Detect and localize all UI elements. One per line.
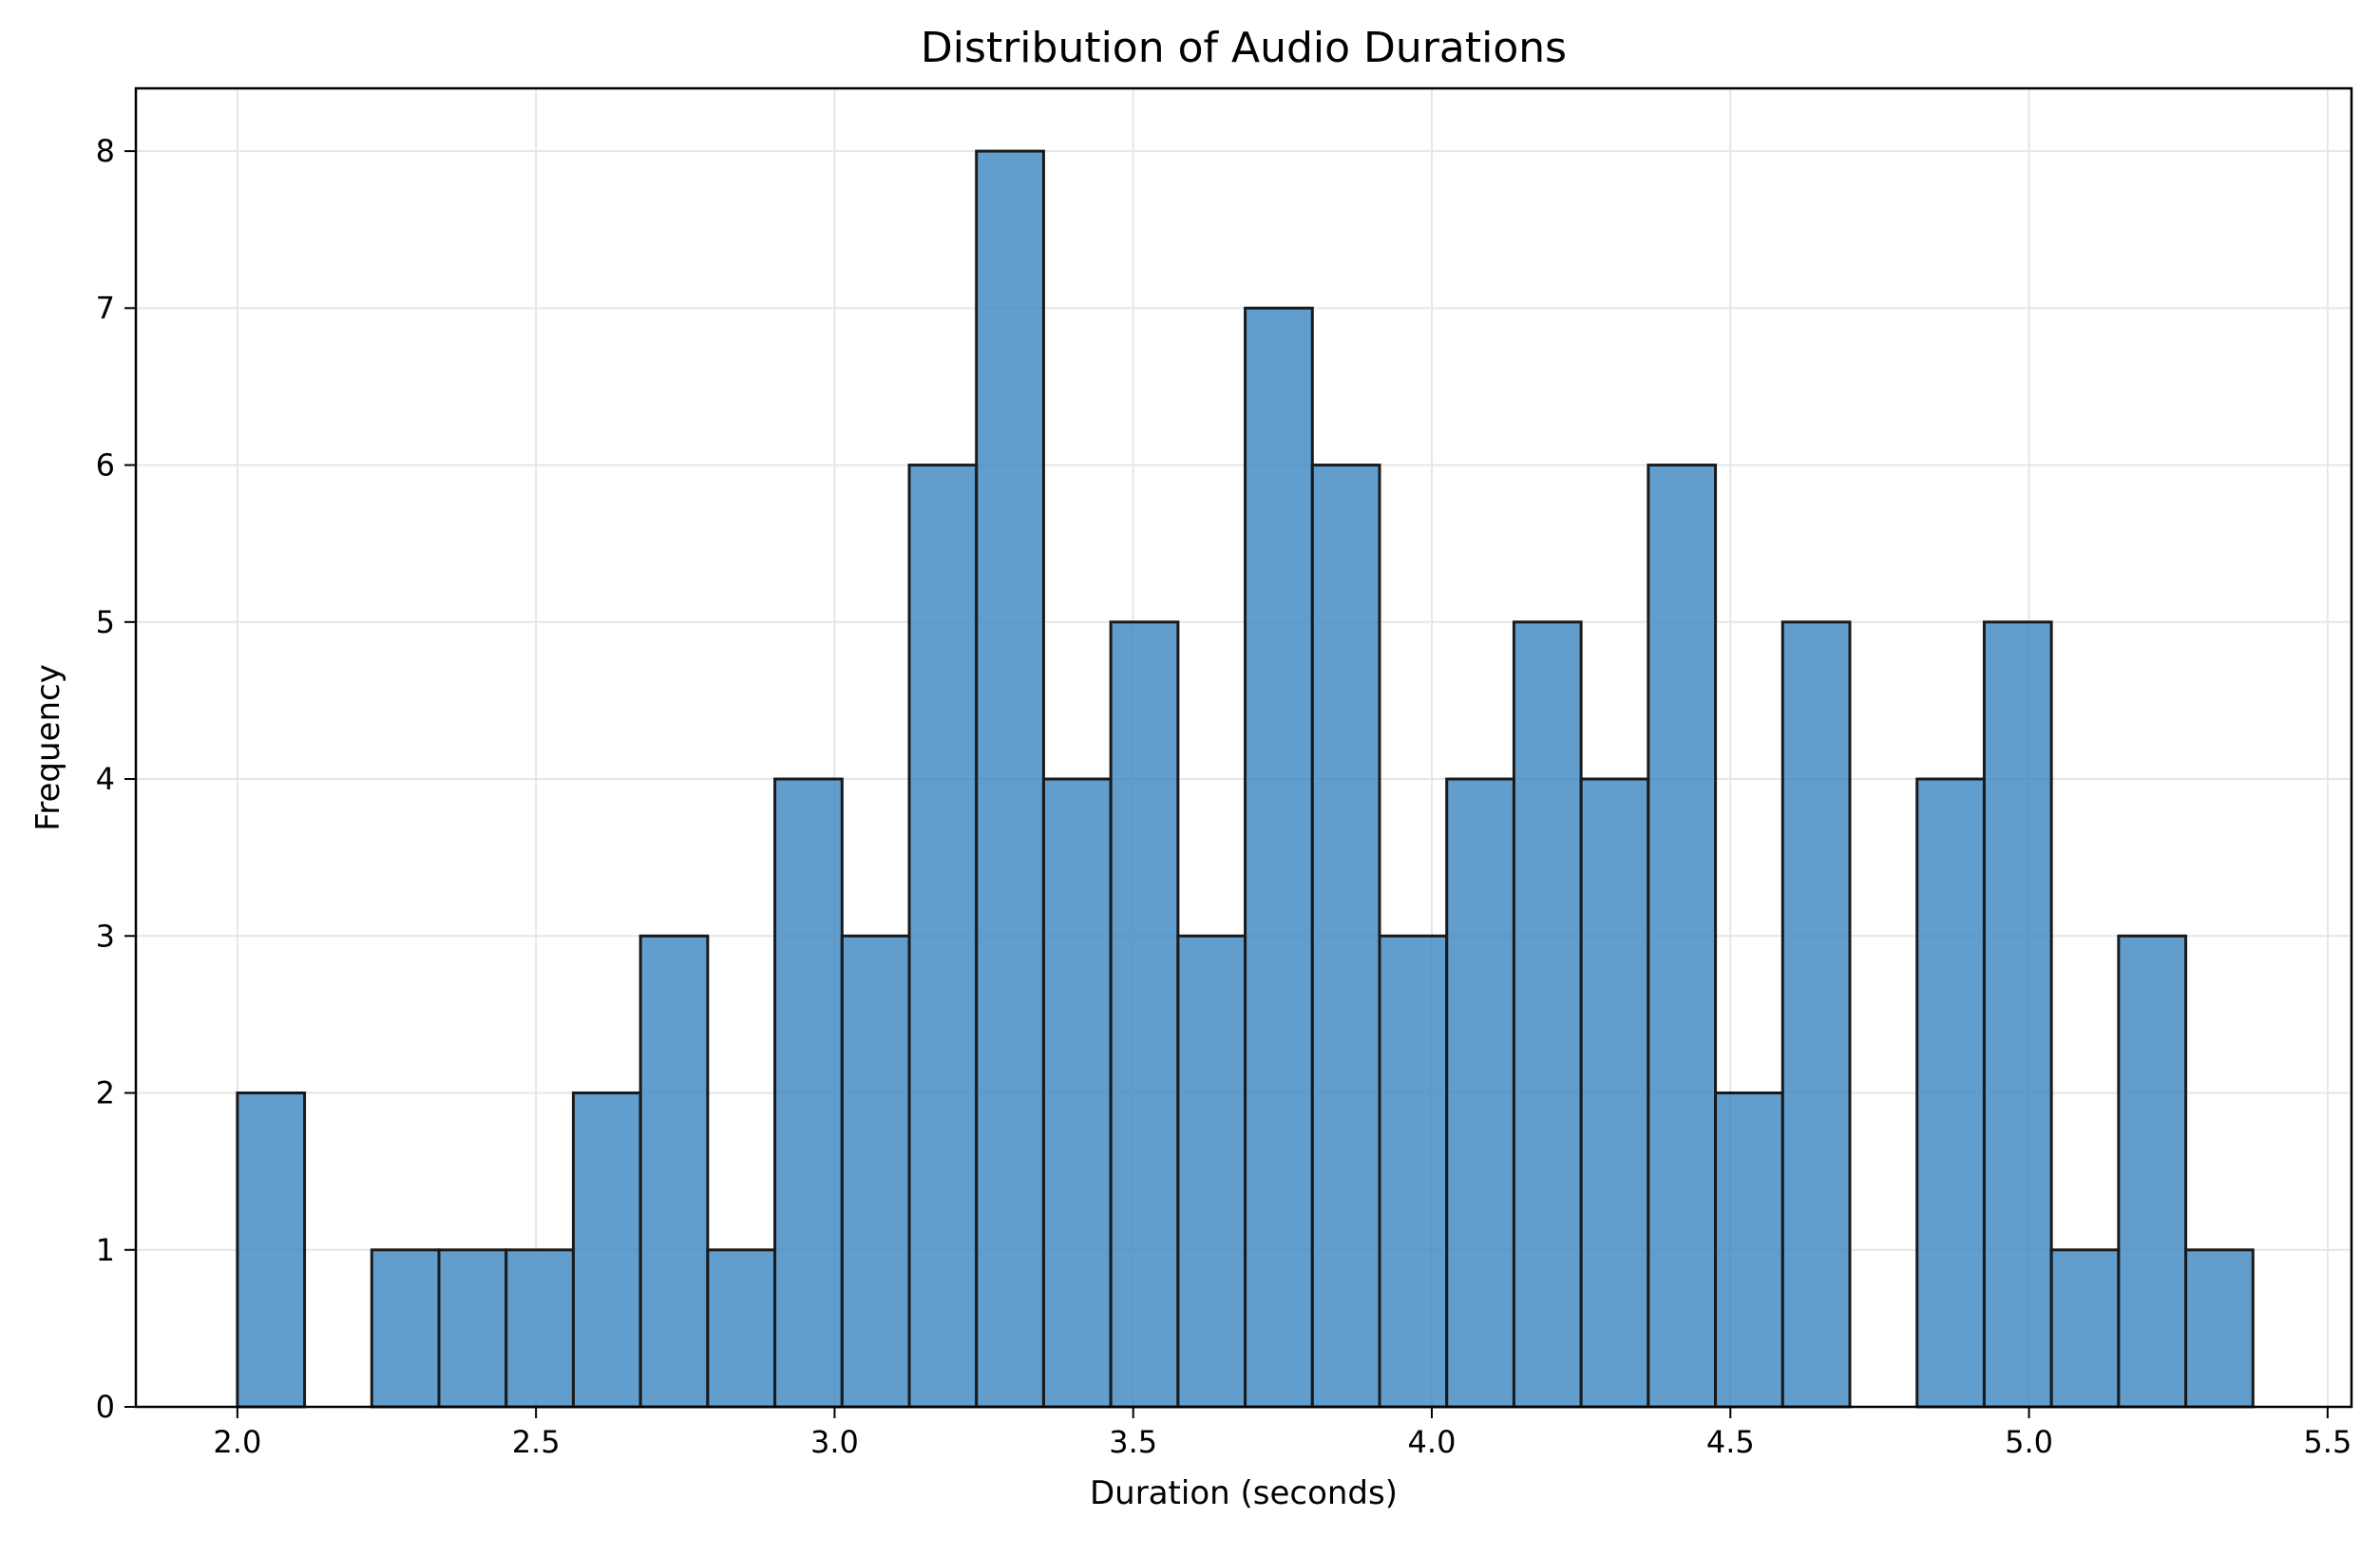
- x-tick-label: 4.5: [1706, 1424, 1755, 1460]
- histogram-bar: [1176, 934, 1247, 1409]
- y-tick-label: 1: [96, 1232, 115, 1268]
- x-tick-label: 5.5: [2303, 1424, 2351, 1460]
- histogram-bar: [1445, 777, 1515, 1409]
- x-tick-label: 5.0: [2005, 1424, 2053, 1460]
- histogram-bar: [975, 149, 1045, 1409]
- histogram-bar: [1579, 777, 1650, 1409]
- x-tick-label: 2.5: [512, 1424, 561, 1460]
- x-tick-label: 2.0: [213, 1424, 261, 1460]
- histogram-bar: [1982, 620, 2053, 1409]
- bars: [236, 149, 2255, 1409]
- y-tick-label: 5: [96, 604, 115, 640]
- histogram-bar: [505, 1248, 575, 1409]
- y-axis-label: Frequency: [29, 664, 67, 831]
- histogram-bar: [1714, 1091, 1784, 1409]
- histogram-bar: [2117, 934, 2188, 1409]
- histogram-bar: [1647, 464, 1718, 1409]
- histogram-bar: [1780, 620, 1852, 1409]
- x-axis: 2.0 2.5 3.0 3.5 4.0 4.5 5.0 5.5: [213, 1407, 2351, 1460]
- histogram-bar: [1310, 464, 1381, 1409]
- y-axis: 0 1 2 3 4 5 6 7 8: [96, 133, 136, 1425]
- histogram-bar: [571, 1091, 642, 1409]
- histogram-bar: [1512, 620, 1583, 1409]
- histogram-bar: [773, 777, 844, 1409]
- y-tick-label: 7: [96, 290, 115, 326]
- histogram-bar: [1378, 934, 1449, 1409]
- plot-frame: [134, 86, 2353, 1409]
- x-tick-label: 3.5: [1109, 1424, 1157, 1460]
- histogram-bar: [437, 1248, 508, 1409]
- histogram-bar: [2184, 1248, 2255, 1409]
- y-tick-label: 8: [96, 133, 115, 169]
- histogram-bar: [1244, 306, 1314, 1409]
- histogram-bar: [1109, 620, 1180, 1409]
- y-tick-label: 6: [96, 447, 115, 484]
- histogram-bar: [1915, 777, 1986, 1409]
- y-tick-label: 4: [96, 761, 115, 797]
- histogram-bar: [840, 934, 911, 1409]
- x-axis-label: Duration (seconds): [1090, 1474, 1398, 1512]
- histogram-bar: [638, 934, 710, 1409]
- y-tick-label: 3: [96, 918, 115, 954]
- histogram-bar: [706, 1248, 777, 1409]
- x-tick-label: 3.0: [810, 1424, 859, 1460]
- histogram-bar: [370, 1248, 441, 1409]
- chart-title: Distribution of Audio Durations: [921, 24, 1567, 72]
- histogram-bar: [2049, 1248, 2121, 1409]
- histogram-bar: [236, 1091, 307, 1409]
- histogram-bar: [907, 464, 979, 1409]
- x-tick-label: 4.0: [1408, 1424, 1457, 1460]
- histogram-bar: [1041, 777, 1113, 1409]
- y-tick-label: 0: [96, 1389, 115, 1425]
- y-tick-label: 2: [96, 1075, 115, 1111]
